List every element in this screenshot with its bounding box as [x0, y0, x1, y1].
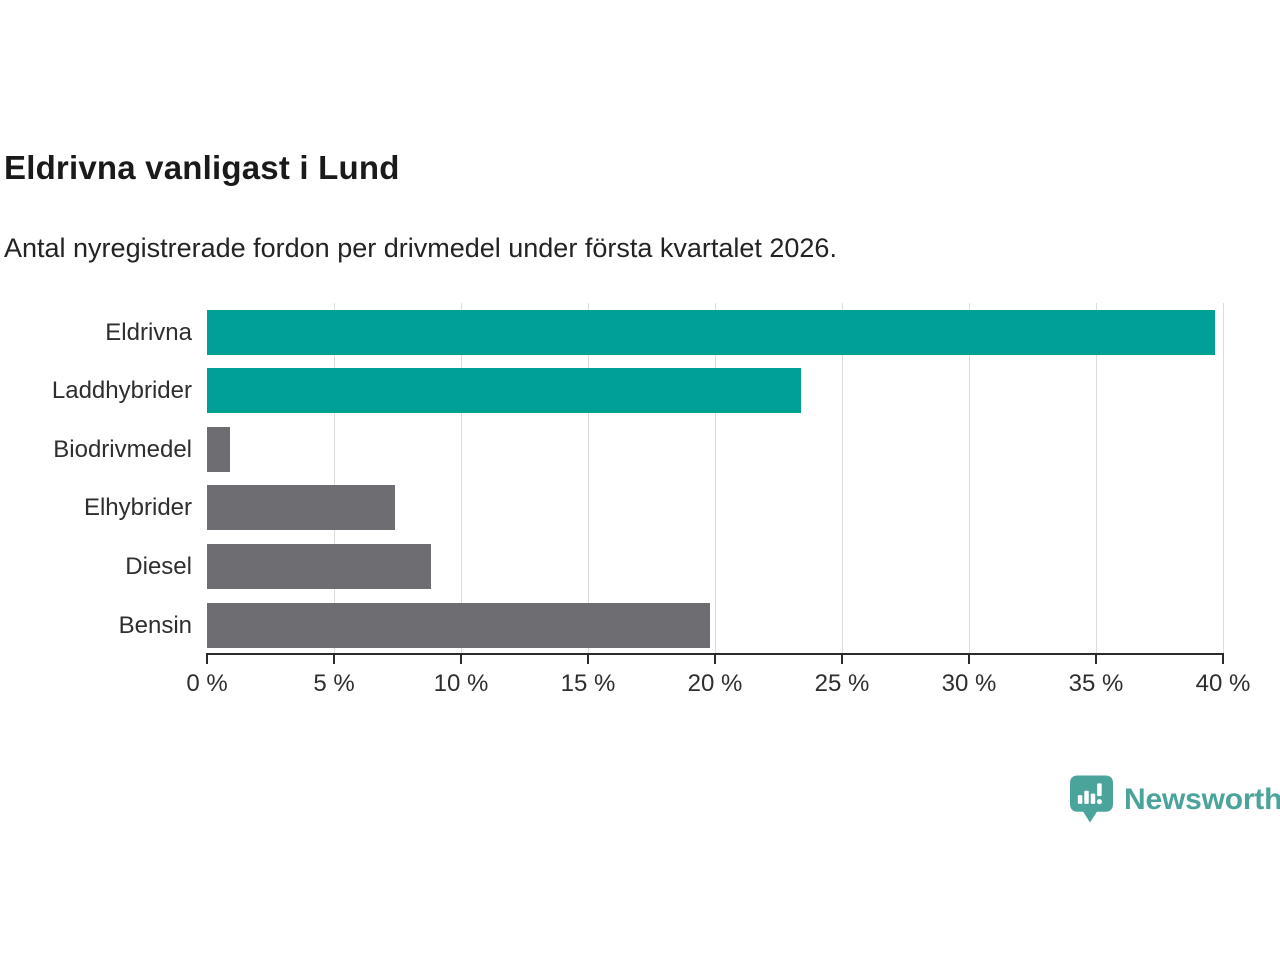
- x-tick-label: 5 %: [313, 670, 355, 697]
- x-tick-label: 30 %: [941, 670, 997, 697]
- category-label: Biodrivmedel: [53, 435, 192, 463]
- x-tick: [1222, 655, 1224, 664]
- category-label: Diesel: [125, 553, 192, 581]
- gridline: [842, 303, 843, 654]
- chart-subtitle: Antal nyregistrerade fordon per drivmede…: [4, 233, 837, 263]
- category-label: Laddhybrider: [51, 377, 192, 405]
- x-tick-label: 10 %: [433, 670, 489, 697]
- bar-laddhybrider: [207, 368, 802, 414]
- x-tick: [714, 655, 716, 664]
- bar-biodrivmedel: [207, 426, 230, 472]
- gridline: [461, 303, 462, 654]
- x-tick: [206, 655, 208, 664]
- gridline: [334, 303, 335, 654]
- x-tick: [968, 655, 970, 664]
- plot-area: [207, 303, 1224, 654]
- x-tick: [841, 655, 843, 664]
- newsworthy-logo-text: Newsworthy: [1124, 782, 1280, 816]
- x-tick-label: 40 %: [1195, 670, 1251, 697]
- gridline: [969, 303, 970, 654]
- gridline: [588, 303, 589, 654]
- newsworthy-logo: Newsworthy: [1070, 775, 1280, 824]
- bar-eldrivna: [207, 309, 1216, 355]
- category-label: Elhybrider: [83, 494, 192, 522]
- gridline: [1096, 303, 1097, 654]
- x-tick-label: 35 %: [1068, 670, 1124, 697]
- x-tick: [1095, 655, 1097, 664]
- gridline: [715, 303, 716, 654]
- chart-title: Eldrivna vanligast i Lund: [4, 149, 400, 186]
- x-tick: [333, 655, 335, 664]
- x-tick-label: 15 %: [560, 670, 616, 697]
- x-tick: [460, 655, 462, 664]
- category-label: Eldrivna: [105, 318, 192, 346]
- x-tick: [587, 655, 589, 664]
- category-label: Bensin: [118, 611, 192, 639]
- x-axis-line: [206, 653, 1224, 655]
- bar-bensin: [207, 602, 710, 648]
- gridline: [1223, 303, 1224, 654]
- bar-elhybrider: [207, 485, 395, 531]
- x-tick-label: 0 %: [186, 670, 228, 697]
- x-tick-label: 25 %: [814, 670, 870, 697]
- newsworthy-speech-bubble-barchart-icon: [1070, 775, 1113, 823]
- bar-diesel: [207, 544, 431, 590]
- x-tick-label: 20 %: [687, 670, 743, 697]
